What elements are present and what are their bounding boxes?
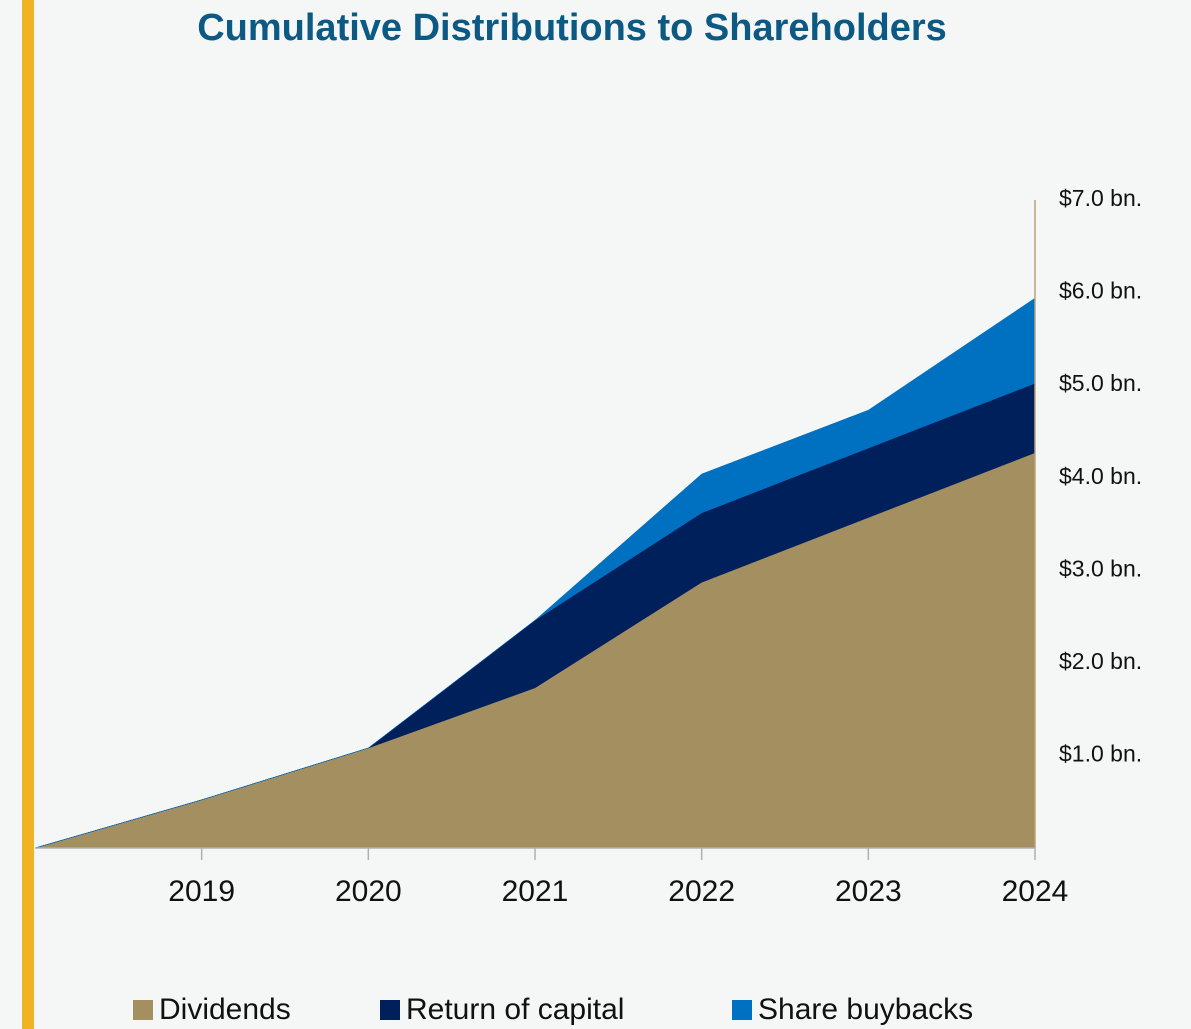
y-tick-label: $4.0 bn. [1059, 463, 1142, 489]
legend-swatch [380, 1000, 400, 1020]
y-tick-label: $6.0 bn. [1059, 278, 1142, 304]
y-tick-label: $7.0 bn. [1059, 185, 1142, 211]
legend-label: Return of capital [406, 993, 624, 1026]
x-tick-label: 2019 [168, 875, 235, 908]
y-tick-label: $5.0 bn. [1059, 370, 1142, 396]
accent-bar [22, 0, 34, 1029]
legend-label: Share buybacks [758, 993, 973, 1026]
legend-label: Dividends [159, 993, 291, 1026]
legend-swatch [732, 1000, 752, 1020]
chart-title: Cumulative Distributions to Shareholders [197, 7, 947, 49]
y-tick-label: $1.0 bn. [1059, 741, 1142, 767]
x-tick-label: 2020 [335, 875, 402, 908]
legend-swatch [133, 1000, 153, 1020]
y-tick-label: $2.0 bn. [1059, 648, 1142, 674]
x-tick-label: 2022 [668, 875, 735, 908]
x-tick-label: 2021 [502, 875, 569, 908]
y-tick-label: $3.0 bn. [1059, 555, 1142, 581]
x-tick-label: 2023 [835, 875, 902, 908]
x-tick-label: 2024 [1002, 875, 1069, 908]
